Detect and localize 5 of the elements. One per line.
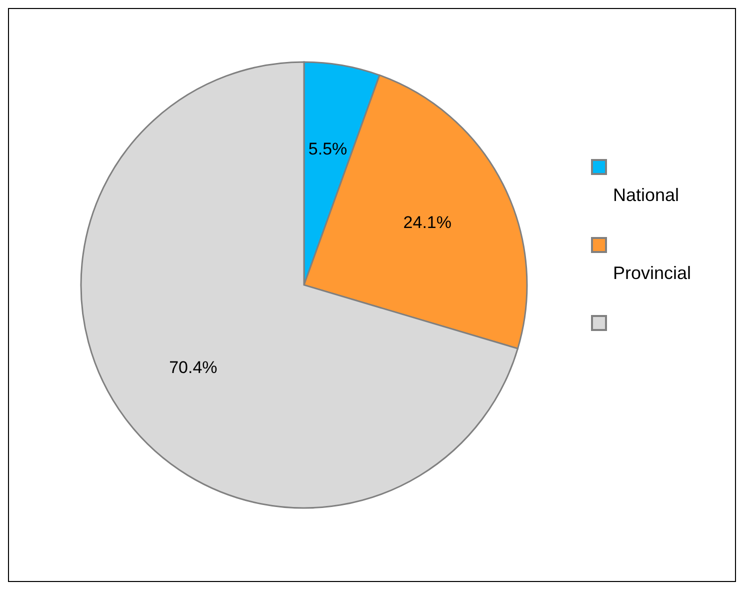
legend-label: National [613, 185, 680, 206]
data-label: 24.1% [403, 213, 452, 232]
data-label: 5.5% [308, 139, 348, 158]
legend-label: Provincial [613, 263, 692, 284]
data-label: 70.4% [169, 358, 218, 378]
